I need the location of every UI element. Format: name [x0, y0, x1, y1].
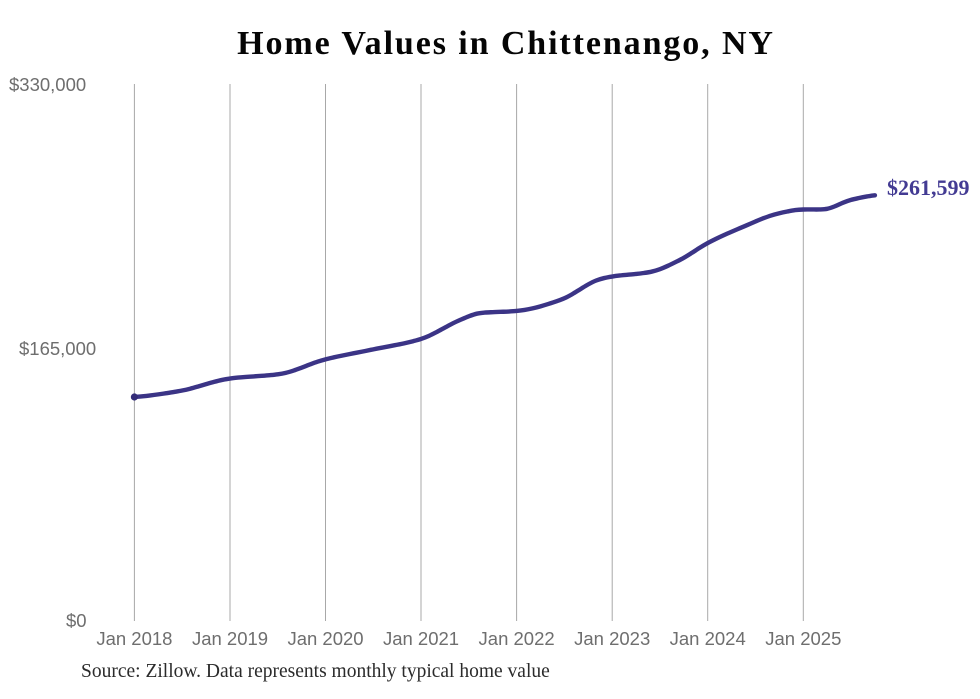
svg-text:Jan 2020: Jan 2020: [287, 628, 363, 649]
svg-text:$0: $0: [66, 610, 87, 631]
svg-text:Jan 2018: Jan 2018: [96, 628, 172, 649]
svg-text:Jan 2022: Jan 2022: [479, 628, 555, 649]
svg-text:Jan 2019: Jan 2019: [192, 628, 268, 649]
svg-text:Jan 2025: Jan 2025: [765, 628, 841, 649]
svg-text:$165,000: $165,000: [19, 338, 96, 359]
svg-text:Jan 2023: Jan 2023: [574, 628, 650, 649]
svg-text:Jan 2024: Jan 2024: [670, 628, 746, 649]
svg-text:Jan 2021: Jan 2021: [383, 628, 459, 649]
svg-text:$330,000: $330,000: [9, 74, 86, 95]
svg-text:$261,599: $261,599: [887, 175, 970, 200]
